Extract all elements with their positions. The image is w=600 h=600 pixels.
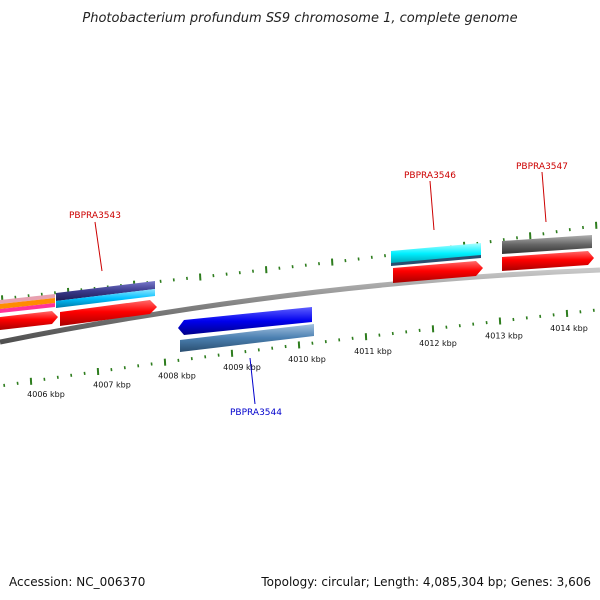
gene-arrow[interactable] — [178, 307, 312, 335]
cds-arrow[interactable] — [502, 251, 594, 271]
gene-label-leader — [541, 171, 547, 223]
gene-PBPRA3547[interactable]: PBPRA3547 — [502, 162, 594, 271]
partial-feature-salmon — [0, 294, 55, 304]
partial-cds-red — [0, 311, 58, 330]
scale-tick-labels: 4006 kbp 4007 kbp 4008 kbp 4009 kbp 4010 kbp… — [27, 324, 588, 399]
gene-bar[interactable] — [391, 243, 481, 264]
tick-label-3: 4009 kbp — [223, 363, 261, 372]
gene-PBPRA3543[interactable]: PBPRA3543 — [56, 211, 157, 326]
tick-label-2: 4008 kbp — [158, 372, 196, 381]
gene-bar[interactable] — [56, 281, 155, 301]
gene-cog-bar — [180, 324, 314, 352]
tick-label-8: 4014 kbp — [550, 324, 588, 333]
partial-feature-pink — [0, 303, 55, 313]
tick-label-7: 4013 kbp — [485, 332, 523, 341]
chromosome-backbone — [0, 267, 600, 345]
cds-arrow[interactable] — [60, 300, 157, 326]
tick-label-6: 4012 kbp — [419, 339, 457, 348]
tick-label-1: 4007 kbp — [93, 381, 131, 390]
gene-label[interactable]: PBPRA3543 — [69, 211, 121, 221]
gene-cog-bar — [56, 289, 155, 308]
gene-PBPRA3546[interactable]: PBPRA3546 — [391, 171, 483, 283]
gene-cog-bar — [391, 255, 481, 266]
gene-label-leader — [429, 180, 435, 231]
partial-features-left — [0, 294, 58, 330]
gene-label[interactable]: PBPRA3544 — [230, 408, 282, 418]
cds-arrow[interactable] — [393, 261, 483, 283]
gene-label-leader — [249, 357, 256, 405]
topology-text: Topology: circular; Length: 4,085,304 bp… — [260, 575, 591, 589]
gene-label-leader — [94, 221, 103, 272]
tick-label-5: 4011 kbp — [354, 347, 392, 356]
accession-text: Accession: NC_006370 — [9, 575, 145, 589]
gene-PBPRA3544[interactable]: PBPRA3544 — [178, 307, 314, 418]
partial-feature-orange — [0, 298, 55, 309]
tick-label-0: 4006 kbp — [27, 390, 65, 399]
gene-label[interactable]: PBPRA3546 — [404, 171, 456, 181]
map-title: Photobacterium profundum SS9 chromosome … — [82, 11, 517, 26]
gene-label[interactable]: PBPRA3547 — [516, 162, 568, 172]
gene-bar[interactable] — [502, 235, 592, 254]
tick-label-4: 4010 kbp — [288, 355, 326, 364]
